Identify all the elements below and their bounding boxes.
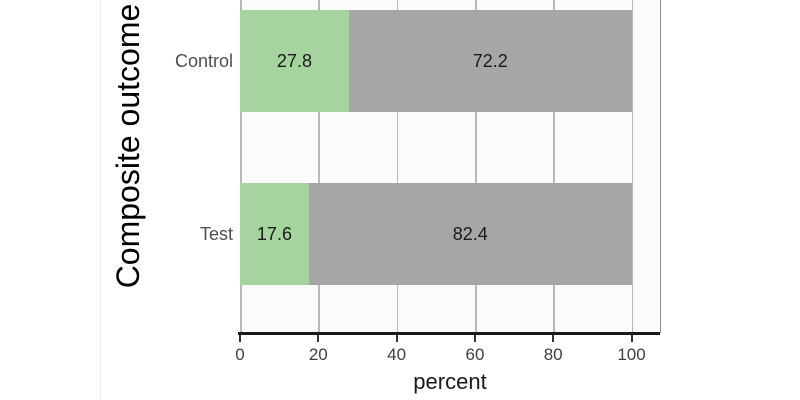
gridline-60: [475, 0, 477, 333]
category-label-control: Control: [174, 50, 233, 71]
category-label-test: Test: [199, 223, 233, 244]
tick-label-0: 0: [235, 345, 245, 364]
tick-label-20: 20: [308, 345, 328, 364]
tick-label-100: 100: [617, 345, 646, 364]
tick-mark-40: [395, 334, 398, 342]
bar-row-test: 17.6 82.4: [240, 183, 632, 285]
bar-segment-test-green: 17.6: [240, 183, 309, 285]
value-label: 27.8: [276, 50, 312, 71]
gridline-80: [553, 0, 555, 333]
page-edge-line: [100, 0, 101, 400]
tick-mark-60: [474, 334, 476, 342]
x-axis-title: percent: [413, 369, 487, 394]
bar-segment-control-green: 27.8: [240, 10, 349, 112]
tick-label-60: 60: [465, 345, 485, 364]
tick-label-80: 80: [543, 345, 563, 364]
tick-mark-0: [239, 334, 241, 342]
plot-panel: 27.8 72.2 17.6 82.4: [240, 0, 661, 333]
bar-segment-test-gray: 82.4: [308, 183, 632, 285]
tick-label-40: 40: [387, 345, 407, 364]
bar-segment-control-gray: 72.2: [348, 10, 632, 112]
bar-row-control: 27.8 72.2: [240, 10, 632, 112]
gridline-20: [318, 0, 320, 333]
x-axis-line: [238, 331, 660, 335]
gridline-40: [396, 0, 399, 333]
value-label: 17.6: [256, 223, 292, 244]
tick-mark-20: [317, 334, 320, 342]
tick-mark-100: [630, 334, 633, 342]
value-label: 72.2: [472, 50, 508, 71]
tick-mark-80: [552, 334, 555, 342]
gridline-100: [631, 0, 633, 333]
value-label: 82.4: [452, 223, 488, 244]
gridline-0: [240, 0, 242, 333]
